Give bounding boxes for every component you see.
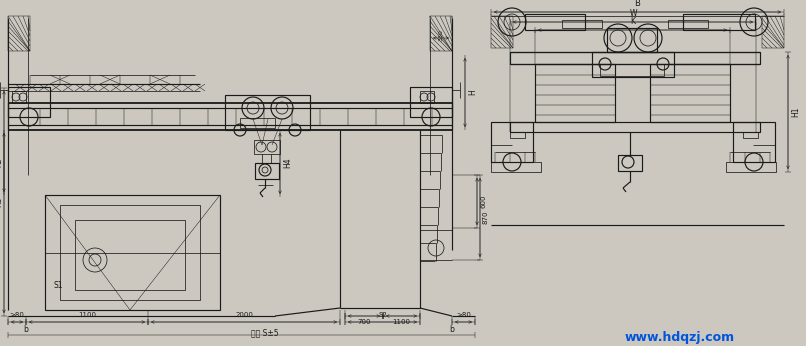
- Bar: [743, 132, 758, 138]
- Text: B: B: [634, 0, 641, 9]
- Bar: [600, 64, 664, 76]
- Bar: [762, 16, 784, 48]
- Bar: [430, 16, 452, 51]
- Bar: [562, 20, 602, 28]
- Bar: [60, 205, 200, 300]
- Text: b: b: [23, 326, 28, 335]
- Bar: [726, 162, 776, 172]
- Bar: [525, 14, 585, 30]
- Bar: [733, 122, 775, 162]
- Bar: [491, 16, 513, 48]
- Bar: [75, 220, 185, 290]
- Text: 700: 700: [357, 319, 371, 325]
- Bar: [683, 14, 755, 30]
- Text: H1: H1: [791, 107, 800, 117]
- Text: H4: H4: [284, 158, 293, 168]
- Bar: [650, 64, 730, 122]
- Bar: [491, 162, 541, 172]
- Bar: [45, 195, 220, 310]
- Text: >80: >80: [456, 312, 471, 318]
- Text: S1: S1: [53, 281, 63, 290]
- Bar: [420, 91, 434, 103]
- Bar: [225, 95, 310, 130]
- Text: W: W: [629, 9, 637, 18]
- Bar: [240, 118, 275, 128]
- Text: 600: 600: [480, 195, 486, 208]
- Text: 2000: 2000: [235, 312, 253, 318]
- Text: b: b: [450, 326, 455, 335]
- Text: H3: H3: [0, 197, 3, 207]
- Bar: [12, 91, 26, 103]
- Bar: [8, 16, 30, 51]
- Bar: [510, 132, 525, 138]
- Bar: [668, 20, 708, 28]
- Text: 1100: 1100: [78, 312, 96, 318]
- Bar: [255, 163, 279, 179]
- Text: 870: 870: [483, 211, 489, 224]
- Text: www.hdqzj.com: www.hdqzj.com: [625, 331, 735, 345]
- Text: H2: H2: [0, 157, 2, 167]
- Bar: [510, 52, 760, 64]
- Bar: [592, 52, 674, 77]
- Text: 330: 330: [438, 29, 443, 41]
- Bar: [510, 122, 760, 132]
- Bar: [535, 64, 615, 122]
- Bar: [8, 87, 50, 117]
- Bar: [410, 87, 452, 117]
- Text: >80: >80: [10, 312, 24, 318]
- Bar: [254, 140, 280, 154]
- Text: H: H: [468, 89, 477, 95]
- Bar: [491, 122, 533, 162]
- Text: K: K: [630, 18, 635, 27]
- Bar: [618, 155, 642, 171]
- Text: 1100: 1100: [393, 319, 410, 325]
- Text: S2: S2: [378, 312, 387, 318]
- Bar: [607, 28, 657, 52]
- Text: 精度 S±5: 精度 S±5: [251, 328, 279, 337]
